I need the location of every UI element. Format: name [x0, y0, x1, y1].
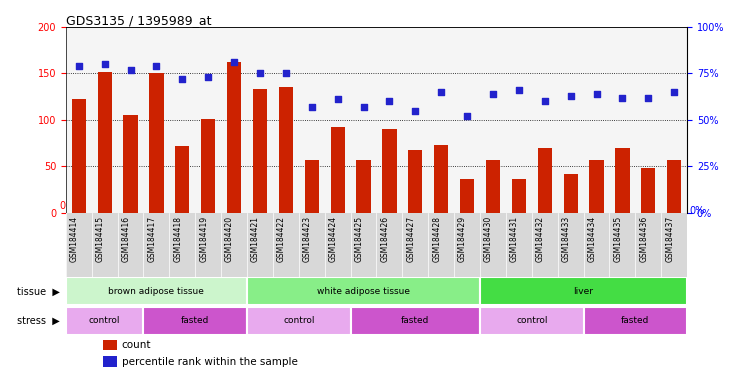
- Point: [384, 98, 395, 104]
- Bar: [616, 148, 629, 213]
- Text: 0: 0: [60, 201, 66, 211]
- Point: [99, 61, 110, 67]
- Text: GSM184416: GSM184416: [121, 216, 131, 262]
- Bar: [103, 356, 117, 367]
- Bar: [460, 179, 474, 213]
- Text: fasted: fasted: [621, 316, 650, 325]
- Bar: [408, 150, 423, 213]
- Point: [409, 108, 421, 114]
- Bar: [589, 160, 604, 213]
- Bar: [357, 160, 371, 213]
- Bar: [583, 306, 687, 335]
- Bar: [66, 277, 247, 305]
- Text: GSM184424: GSM184424: [329, 216, 338, 262]
- Text: GSM184434: GSM184434: [588, 216, 596, 262]
- Point: [125, 66, 137, 73]
- Text: GSM184431: GSM184431: [510, 216, 519, 262]
- Bar: [149, 73, 164, 213]
- Text: GSM184422: GSM184422: [277, 216, 286, 262]
- Point: [176, 76, 188, 82]
- Bar: [564, 174, 577, 213]
- Text: control: control: [89, 316, 121, 325]
- Text: percentile rank within the sample: percentile rank within the sample: [121, 357, 298, 367]
- Text: GSM184420: GSM184420: [225, 216, 234, 262]
- Text: count: count: [121, 340, 151, 350]
- Bar: [480, 306, 583, 335]
- Text: GSM184418: GSM184418: [173, 216, 182, 262]
- Bar: [537, 148, 552, 213]
- Bar: [667, 160, 681, 213]
- Text: GSM184419: GSM184419: [199, 216, 208, 262]
- Point: [539, 98, 550, 104]
- Point: [73, 63, 85, 69]
- Text: brown adipose tissue: brown adipose tissue: [108, 287, 205, 296]
- Text: GSM184429: GSM184429: [458, 216, 467, 262]
- Text: GSM184423: GSM184423: [303, 216, 311, 262]
- Bar: [279, 87, 293, 213]
- Point: [151, 63, 162, 69]
- Bar: [480, 277, 687, 305]
- Text: GSM184415: GSM184415: [96, 216, 105, 262]
- Point: [643, 94, 654, 101]
- Bar: [512, 179, 526, 213]
- Text: GSM184428: GSM184428: [432, 216, 442, 262]
- Text: GSM184425: GSM184425: [355, 216, 363, 262]
- Text: GSM184426: GSM184426: [380, 216, 390, 262]
- Text: liver: liver: [574, 287, 594, 296]
- Bar: [103, 340, 117, 350]
- Text: white adipose tissue: white adipose tissue: [317, 287, 410, 296]
- Bar: [351, 306, 480, 335]
- Text: control: control: [283, 316, 314, 325]
- Text: GSM184432: GSM184432: [536, 216, 545, 262]
- Text: GSM184421: GSM184421: [251, 216, 260, 262]
- Bar: [330, 127, 345, 213]
- Point: [332, 96, 344, 103]
- Text: fasted: fasted: [181, 316, 209, 325]
- Text: GDS3135 / 1395989_at: GDS3135 / 1395989_at: [66, 14, 211, 27]
- Point: [202, 74, 214, 80]
- Text: fasted: fasted: [401, 316, 430, 325]
- Bar: [143, 306, 247, 335]
- Bar: [124, 115, 137, 213]
- Bar: [641, 168, 656, 213]
- Bar: [201, 119, 216, 213]
- Bar: [247, 306, 351, 335]
- Point: [591, 91, 602, 97]
- Text: control: control: [516, 316, 548, 325]
- Point: [616, 94, 628, 101]
- Point: [461, 113, 473, 119]
- Text: GSM184430: GSM184430: [484, 216, 493, 262]
- Bar: [97, 71, 112, 213]
- Bar: [227, 62, 241, 213]
- Text: GSM184436: GSM184436: [640, 216, 648, 262]
- Bar: [66, 306, 143, 335]
- Bar: [305, 160, 319, 213]
- Bar: [72, 99, 86, 213]
- Text: stress  ▶: stress ▶: [17, 316, 59, 326]
- Text: GSM184433: GSM184433: [561, 216, 571, 262]
- Bar: [247, 277, 480, 305]
- Bar: [486, 160, 500, 213]
- Text: 0%: 0%: [690, 206, 705, 216]
- Bar: [175, 146, 189, 213]
- Point: [565, 93, 577, 99]
- Point: [487, 91, 499, 97]
- Point: [254, 70, 266, 76]
- Text: tissue  ▶: tissue ▶: [17, 286, 59, 296]
- Text: GSM184414: GSM184414: [69, 216, 79, 262]
- Point: [513, 87, 525, 93]
- Point: [280, 70, 292, 76]
- Bar: [253, 89, 267, 213]
- Bar: [382, 129, 396, 213]
- Bar: [434, 145, 448, 213]
- Point: [436, 89, 447, 95]
- Point: [357, 104, 369, 110]
- Point: [306, 104, 317, 110]
- Text: GSM184427: GSM184427: [406, 216, 415, 262]
- Text: GSM184437: GSM184437: [665, 216, 674, 262]
- Text: GSM184417: GSM184417: [148, 216, 156, 262]
- Text: GSM184435: GSM184435: [613, 216, 622, 262]
- Point: [668, 89, 680, 95]
- Point: [228, 59, 240, 65]
